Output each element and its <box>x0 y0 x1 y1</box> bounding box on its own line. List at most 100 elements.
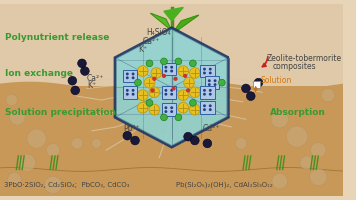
Circle shape <box>209 68 212 71</box>
Circle shape <box>164 70 167 73</box>
Circle shape <box>203 104 206 107</box>
Text: Pb(Si₂O₅)₂(OH)₂, CdAl₂Si₃O₁₂: Pb(Si₂O₅)₂(OH)₂, CdAl₂Si₃O₁₂ <box>176 182 272 188</box>
Circle shape <box>219 79 225 86</box>
Circle shape <box>135 79 141 86</box>
Circle shape <box>189 68 200 78</box>
Circle shape <box>310 142 326 158</box>
Circle shape <box>152 77 156 81</box>
Circle shape <box>132 76 135 79</box>
Circle shape <box>208 83 211 86</box>
Text: Ion exchange: Ion exchange <box>5 69 73 78</box>
Text: Polynutrient release: Polynutrient release <box>5 33 109 42</box>
Circle shape <box>78 59 86 68</box>
Circle shape <box>170 110 173 113</box>
Circle shape <box>8 172 21 186</box>
Circle shape <box>18 154 36 171</box>
Circle shape <box>178 90 189 100</box>
FancyBboxPatch shape <box>200 65 215 77</box>
Circle shape <box>170 70 173 73</box>
Polygon shape <box>151 13 172 31</box>
Circle shape <box>71 86 80 95</box>
FancyBboxPatch shape <box>253 81 261 88</box>
FancyBboxPatch shape <box>162 103 176 116</box>
Circle shape <box>214 79 216 82</box>
Circle shape <box>209 108 212 111</box>
Circle shape <box>175 58 182 65</box>
Circle shape <box>170 89 173 92</box>
Circle shape <box>209 89 212 92</box>
Circle shape <box>158 133 170 144</box>
Circle shape <box>209 72 212 74</box>
Circle shape <box>189 100 196 106</box>
Circle shape <box>178 66 189 76</box>
Circle shape <box>126 76 129 79</box>
Circle shape <box>189 60 196 67</box>
Text: Ca²⁺: Ca²⁺ <box>87 74 104 83</box>
Circle shape <box>132 73 135 75</box>
Text: Solution precipitation: Solution precipitation <box>5 108 116 117</box>
Circle shape <box>126 93 129 96</box>
Circle shape <box>6 94 17 106</box>
Circle shape <box>172 86 176 91</box>
Circle shape <box>91 139 101 148</box>
Circle shape <box>214 83 216 86</box>
Circle shape <box>235 138 247 149</box>
FancyArrowPatch shape <box>254 87 257 91</box>
Circle shape <box>209 104 212 107</box>
Circle shape <box>71 138 83 149</box>
Bar <box>0 169 344 196</box>
Circle shape <box>132 89 135 92</box>
Circle shape <box>203 72 206 74</box>
Circle shape <box>310 168 327 186</box>
Circle shape <box>208 79 211 82</box>
Text: Pb²⁺: Pb²⁺ <box>124 124 140 133</box>
Circle shape <box>27 129 46 148</box>
Circle shape <box>68 76 77 85</box>
Circle shape <box>170 106 173 109</box>
FancyBboxPatch shape <box>205 76 219 89</box>
Circle shape <box>149 104 159 115</box>
Circle shape <box>178 102 189 113</box>
Circle shape <box>170 93 173 96</box>
Circle shape <box>44 176 62 194</box>
Circle shape <box>137 102 148 113</box>
Circle shape <box>186 88 190 92</box>
Circle shape <box>190 136 199 145</box>
Text: Solution: Solution <box>261 76 292 85</box>
Text: Ca²⁺: Ca²⁺ <box>143 37 160 46</box>
Circle shape <box>146 100 153 106</box>
FancyBboxPatch shape <box>200 86 215 99</box>
Circle shape <box>203 139 212 148</box>
Circle shape <box>151 68 162 78</box>
Circle shape <box>183 74 187 78</box>
Circle shape <box>126 89 129 92</box>
Circle shape <box>144 77 155 88</box>
Circle shape <box>242 84 250 93</box>
Text: Zeolite-tobermorite: Zeolite-tobermorite <box>266 54 341 63</box>
FancyBboxPatch shape <box>123 70 137 82</box>
Circle shape <box>209 93 212 96</box>
Circle shape <box>300 156 314 169</box>
Circle shape <box>203 89 206 92</box>
Circle shape <box>164 110 167 113</box>
Circle shape <box>246 92 255 100</box>
Circle shape <box>131 136 139 145</box>
Circle shape <box>203 68 206 71</box>
Circle shape <box>164 66 167 69</box>
Circle shape <box>123 131 132 140</box>
Text: Absorption: Absorption <box>270 108 326 117</box>
FancyBboxPatch shape <box>162 63 176 75</box>
Circle shape <box>150 88 155 92</box>
Circle shape <box>161 58 167 65</box>
FancyBboxPatch shape <box>200 101 215 114</box>
Circle shape <box>173 77 178 81</box>
Circle shape <box>137 90 148 100</box>
Polygon shape <box>0 82 344 196</box>
Circle shape <box>254 78 263 87</box>
Circle shape <box>10 110 25 125</box>
Circle shape <box>164 106 167 109</box>
Circle shape <box>164 93 167 96</box>
Bar <box>0 4 344 90</box>
Polygon shape <box>164 7 183 21</box>
Circle shape <box>162 74 166 78</box>
